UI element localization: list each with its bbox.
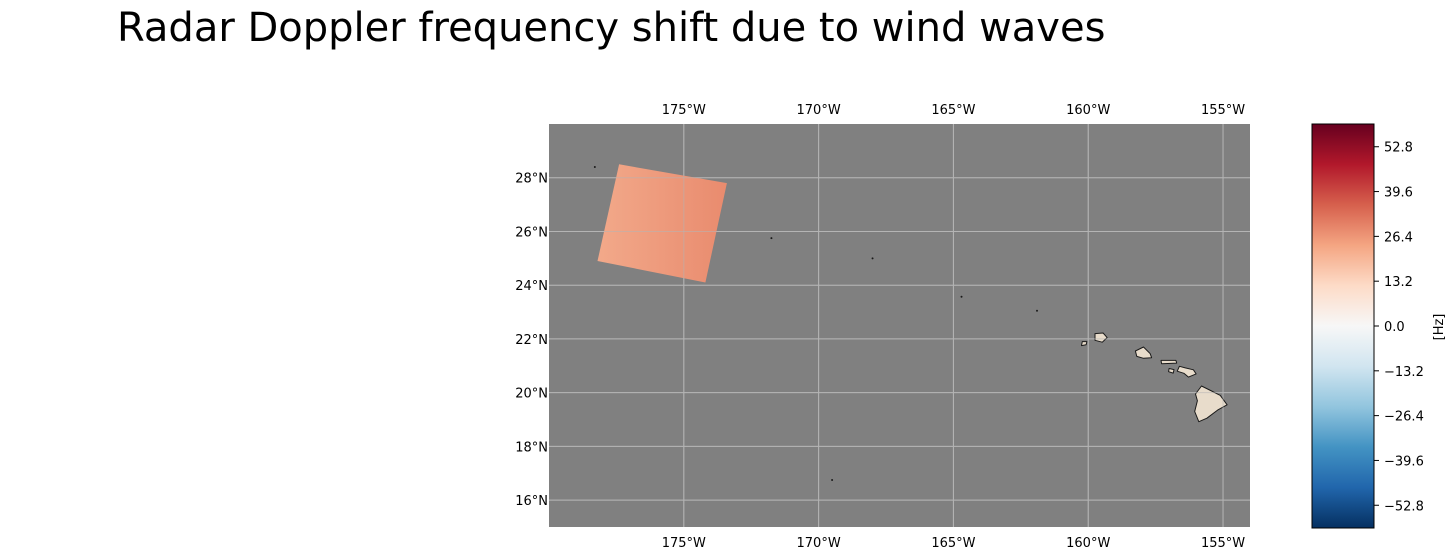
- latitude-tick-label: 18°N: [515, 440, 548, 455]
- latitude-tick-label: 20°N: [515, 387, 548, 402]
- latitude-tick-label: 26°N: [515, 225, 548, 240]
- colorbar-label: [Hz]: [1432, 314, 1447, 341]
- longitude-labels-top: 175°W 170°W 165°W 160°W 155°W: [662, 103, 1246, 118]
- longitude-tick-label: 155°W: [1201, 103, 1245, 118]
- land-layer: [593, 165, 1228, 481]
- latitude-labels-left: 16°N 18°N 20°N 22°N 24°N 26°N 28°N: [515, 172, 548, 509]
- island-lanai: [1168, 368, 1175, 374]
- longitude-tick-label: 160°W: [1066, 536, 1110, 551]
- colorbar-tick-label: −39.6: [1384, 454, 1424, 469]
- island-molokai: [1160, 359, 1178, 365]
- colorbar-tick-label: −26.4: [1384, 410, 1424, 425]
- longitude-tick-label: 155°W: [1201, 536, 1245, 551]
- latitude-tick-label: 22°N: [515, 333, 548, 348]
- island-hawaii: [1194, 385, 1228, 423]
- doppler-swath: [597, 164, 727, 283]
- island-maui: [1176, 365, 1197, 378]
- colorbar-tick-label: −13.2: [1384, 365, 1424, 380]
- islet-marker: [770, 237, 773, 240]
- islet-marker: [831, 478, 834, 481]
- colorbar-ticks: 52.8 39.6 26.4 13.2 0.0 −13.2 −26.4 −39.6 −52.8: [1374, 141, 1424, 514]
- latitude-tick-label: 16°N: [515, 494, 548, 509]
- islet-marker: [960, 295, 963, 298]
- longitude-tick-label: 160°W: [1066, 103, 1110, 118]
- islet-marker: [593, 165, 596, 168]
- colorbar-gradient: [1311, 123, 1375, 529]
- longitude-tick-label: 175°W: [662, 103, 706, 118]
- longitude-tick-label: 175°W: [662, 536, 706, 551]
- island-niihau: [1081, 341, 1088, 347]
- colorbar-tick-label: 26.4: [1384, 230, 1413, 245]
- colorbar-tick-label: 39.6: [1384, 186, 1413, 201]
- longitude-labels-bottom: 175°W 170°W 165°W 160°W 155°W: [662, 536, 1246, 551]
- page-title: Radar Doppler frequency shift due to win…: [117, 5, 1106, 51]
- longitude-tick-label: 165°W: [931, 103, 975, 118]
- longitude-tick-label: 165°W: [931, 536, 975, 551]
- latitude-tick-label: 24°N: [515, 279, 548, 294]
- colorbar-tick-label: 52.8: [1384, 141, 1413, 156]
- colorbar-tick-label: −52.8: [1384, 499, 1424, 514]
- islet-marker: [871, 257, 874, 260]
- swath-gridlines: [549, 124, 1250, 527]
- colorbar: 52.839.626.413.20.0−13.2−26.4−39.6−52.8 …: [1311, 123, 1447, 529]
- swath-polygon: [597, 164, 727, 283]
- island-oahu: [1134, 346, 1153, 359]
- longitude-tick-label: 170°W: [797, 536, 841, 551]
- colorbar-tick-label: 0.0: [1384, 320, 1405, 335]
- islet-marker: [1036, 309, 1039, 312]
- longitude-tick-label: 170°W: [797, 103, 841, 118]
- map-panel[interactable]: [549, 124, 1250, 527]
- latitude-tick-label: 28°N: [515, 172, 548, 187]
- colorbar-tick-label: 13.2: [1384, 275, 1413, 290]
